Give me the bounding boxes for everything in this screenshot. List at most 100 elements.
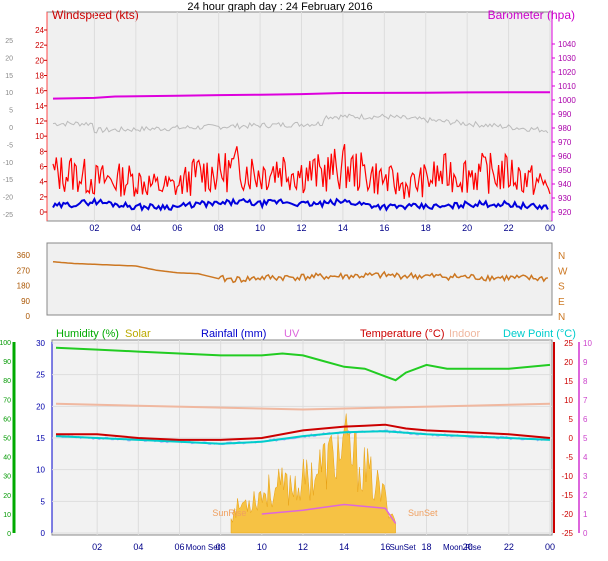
baro-tick-label: 1040: [558, 40, 576, 49]
wind-tick-label: 24: [35, 26, 44, 35]
wind-tick-label: 8: [40, 147, 45, 156]
sunset-axis-label: SunSet: [389, 543, 416, 552]
wind-tick-label: 22: [35, 41, 44, 50]
temp-tick-label: 0: [569, 434, 574, 443]
temp-tick-label: 20: [564, 358, 573, 367]
temp-tick-label: 20: [5, 55, 13, 62]
uv-tick-label: 10: [583, 339, 592, 348]
direction-tick-label: 360: [17, 251, 31, 260]
baro-tick-label: 920: [558, 208, 572, 217]
rain-tick-label: 20: [36, 402, 45, 411]
temp-tick-label: 0: [9, 125, 13, 132]
solar-area: [230, 413, 396, 534]
wind-tick-label: 0: [40, 208, 45, 217]
direction-tick-label: 90: [21, 297, 30, 306]
uv-tick-label: 0: [583, 529, 588, 538]
dew-point-line: [55, 430, 551, 445]
temp-tick-label: 15: [5, 73, 13, 80]
x-tick-label: 14: [338, 223, 348, 233]
compass-tick-label: N: [558, 251, 565, 262]
humidity-tick-label: 0: [7, 531, 11, 538]
wind-tick-label: 10: [35, 132, 44, 141]
compass-tick-label: N: [558, 312, 565, 323]
humidity-tick-label: 70: [3, 397, 11, 404]
temp-tick-label: 10: [5, 90, 13, 97]
baro-tick-label: 1000: [558, 96, 576, 105]
baro-tick-label: 960: [558, 152, 572, 161]
humidity-tick-label: 40: [3, 455, 11, 462]
temp-tick-label: 5: [569, 415, 574, 424]
wind-gust-line: [52, 143, 551, 199]
legend-indoor: Indoor: [449, 328, 481, 340]
humidity-tick-label: 90: [3, 359, 11, 366]
sunrise-label: SunRise: [212, 508, 246, 518]
x-tick-label: 10: [255, 223, 265, 233]
rain-tick-label: 10: [36, 466, 45, 475]
uv-line: [261, 503, 397, 524]
temp-tick-label: -15: [3, 177, 13, 184]
x-tick-label: 16: [379, 223, 389, 233]
baro-tick-label: 990: [558, 110, 572, 119]
compass-tick-label: E: [558, 297, 565, 308]
temp-tick-label: 10: [564, 396, 573, 405]
rain-tick-label: 0: [41, 529, 46, 538]
sunset-label: SunSet: [408, 508, 438, 518]
wind-tick-label: 2: [40, 193, 45, 202]
wind-tick-label: 12: [35, 117, 44, 126]
temp-tick-label: -20: [561, 510, 573, 519]
temp-tick-label: 25: [5, 38, 13, 45]
x-tick-label: 02: [92, 542, 102, 552]
x-tick-label: 00: [545, 223, 555, 233]
wind-tick-label: 20: [35, 56, 44, 65]
wind-tick-label: 4: [40, 178, 45, 187]
wind-tick-label: 14: [35, 102, 44, 111]
barometer-line: [52, 91, 551, 100]
baro-tick-label: 1010: [558, 82, 576, 91]
uv-tick-label: 5: [583, 434, 588, 443]
direction-tick-label: 180: [17, 282, 31, 291]
legend-uv: UV: [284, 328, 300, 340]
baro-tick-label: 940: [558, 180, 572, 189]
legend-dew-point-c-: Dew Point (°C): [503, 328, 576, 340]
temp-tick-label: -10: [561, 472, 573, 481]
legend-humidity-: Humidity (%): [56, 328, 119, 340]
indoor-temperature-line: [55, 402, 551, 411]
x-tick-label: 14: [339, 542, 349, 552]
x-tick-label: 06: [172, 223, 182, 233]
temperature-trace-line: [52, 113, 549, 134]
temp-tick-label: -5: [7, 142, 13, 149]
x-tick-label: 08: [214, 223, 224, 233]
wind-plot-area: [46, 11, 553, 222]
wind-barometer-panel: Windspeed (kts) Barometer (hpa) 02 04 06 08…: [0, 8, 576, 233]
temp-tick-label: -10: [3, 160, 13, 167]
humidity-tick-label: 50: [3, 436, 11, 443]
temp-tick-label: -5: [566, 453, 574, 462]
rain-tick-label: 5: [41, 497, 46, 506]
direction-tick-label: 0: [26, 312, 31, 321]
direction-tick-label: 270: [17, 266, 31, 275]
baro-tick-label: 1030: [558, 54, 576, 63]
x-tick-label: 04: [131, 223, 141, 233]
x-tick-label: 06: [174, 542, 184, 552]
temp-tick-label: -25: [561, 529, 573, 538]
humidity-line: [55, 346, 551, 382]
temp-tick-label: 25: [564, 339, 573, 348]
x-tick-label: 00: [545, 542, 555, 552]
baro-tick-label: 930: [558, 194, 572, 203]
x-tick-label: 18: [421, 542, 431, 552]
compass-tick-label: S: [558, 282, 565, 293]
wind-tick-label: 6: [40, 163, 45, 172]
x-tick-label: 16: [380, 542, 390, 552]
x-tick-label: 12: [298, 542, 308, 552]
x-tick-label: 08: [216, 542, 226, 552]
moonrise-label: Moon Rise: [443, 543, 482, 552]
humidity-tick-label: 10: [3, 512, 11, 519]
humidity-tick-label: 80: [3, 378, 11, 385]
legend-rainfall-mm-: Rainfall (mm): [201, 328, 266, 340]
x-tick-label: 04: [133, 542, 143, 552]
humidity-tick-label: 20: [3, 493, 11, 500]
humidity-tick-label: 100: [0, 340, 11, 347]
baro-tick-label: 1020: [558, 68, 576, 77]
moonset-label: Moon Set: [186, 543, 221, 552]
